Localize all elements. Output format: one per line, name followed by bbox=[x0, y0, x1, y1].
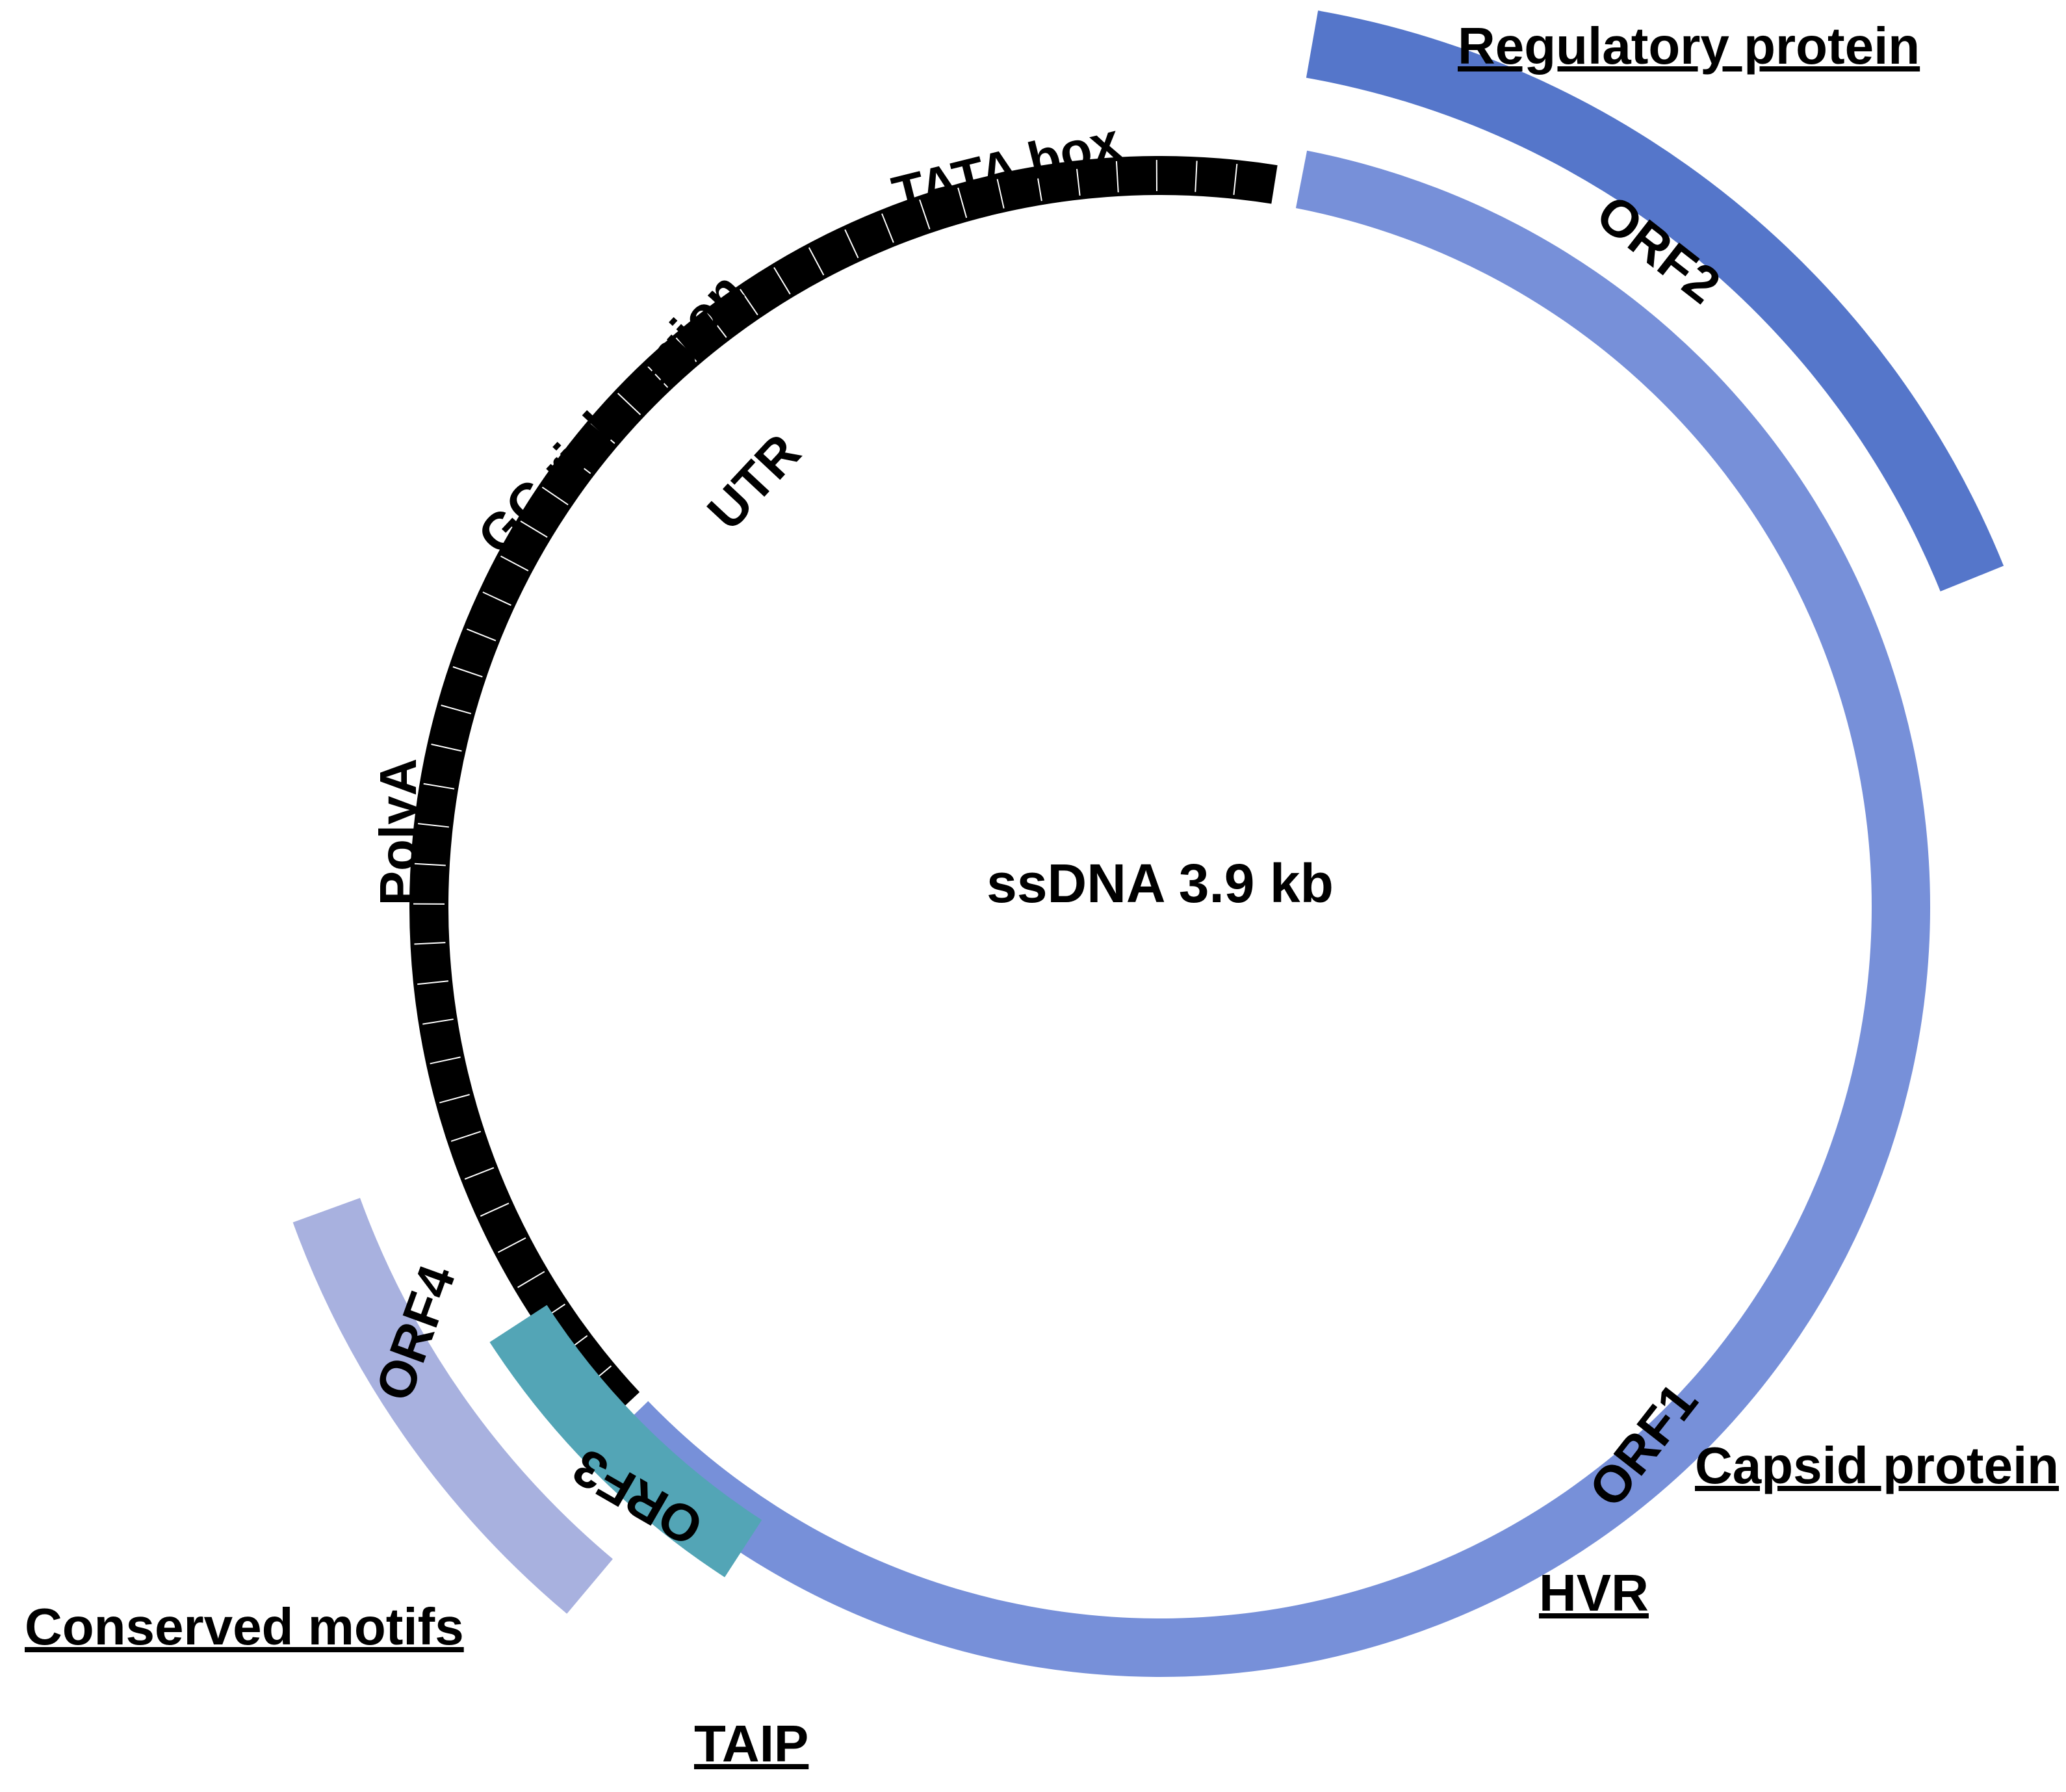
orf3-arc bbox=[489, 1305, 762, 1578]
utr-segment-divider bbox=[414, 942, 446, 945]
utr-band bbox=[409, 155, 1278, 1419]
utr-segment-divider bbox=[441, 705, 472, 714]
utr-segment-divider bbox=[431, 744, 462, 752]
utr-segment-divider bbox=[740, 289, 758, 316]
utr-segment-divider bbox=[482, 591, 511, 606]
orf2-arc bbox=[1306, 10, 2004, 591]
utr-segment-divider bbox=[565, 454, 591, 474]
utr-segment-divider bbox=[706, 312, 727, 338]
genome-size-label: ssDNA 3.9 kb bbox=[987, 853, 1334, 914]
utr-segment-divider bbox=[500, 555, 529, 571]
utr-segment-divider bbox=[430, 1056, 461, 1065]
utr-segment-divider bbox=[617, 393, 641, 415]
conserved-motifs-label: Conserved motifs bbox=[25, 1598, 464, 1656]
utr-segment-divider bbox=[417, 980, 449, 985]
utr-segment-divider bbox=[1076, 164, 1081, 196]
utr-segment-divider bbox=[464, 1167, 495, 1180]
utr-segment-divider bbox=[881, 213, 894, 243]
utr-segment-divider bbox=[773, 266, 791, 295]
utr-segment-divider bbox=[480, 1202, 510, 1217]
utr-segment-divider bbox=[808, 247, 825, 276]
utr-segment-divider bbox=[452, 666, 483, 678]
utr-segment-divider bbox=[439, 1094, 470, 1104]
utr-segment-divider bbox=[590, 422, 615, 444]
utr-segment-divider bbox=[517, 1271, 545, 1288]
utr-segment-divider bbox=[1194, 161, 1198, 192]
utr-segment-divider bbox=[423, 783, 455, 790]
utr-arc bbox=[409, 155, 1278, 1419]
utr-segment-divider bbox=[957, 187, 968, 218]
taip-label: TAIP bbox=[694, 1715, 808, 1773]
utr-segment-divider bbox=[1035, 170, 1042, 201]
utr-segment-divider bbox=[520, 520, 548, 538]
regulatory-protein-label: Regulatory protein bbox=[1458, 17, 1920, 75]
utr-segment-divider bbox=[1233, 164, 1238, 195]
utr-segment-divider bbox=[418, 823, 449, 828]
capsid-protein-label: Capsid protein bbox=[1695, 1436, 2059, 1494]
utr-segment-divider bbox=[541, 486, 569, 506]
orf4-arc bbox=[292, 1198, 613, 1614]
gc-rich-region-label: GC rich region bbox=[467, 262, 755, 565]
utr-segment-divider bbox=[497, 1237, 526, 1253]
utr-segment-divider bbox=[645, 364, 669, 388]
utr-segment-divider bbox=[450, 1130, 482, 1142]
utr-label: UTR bbox=[696, 423, 811, 541]
utr-segment-divider bbox=[466, 628, 497, 642]
utr-segment-divider bbox=[675, 337, 697, 363]
utr-segment-divider bbox=[996, 177, 1005, 209]
utr-segment-divider bbox=[1115, 161, 1119, 192]
polya-label: PolyA bbox=[369, 759, 427, 906]
hvr-label: HVR bbox=[1539, 1564, 1649, 1622]
utr-segment-divider bbox=[414, 863, 446, 866]
utr-segment-divider bbox=[919, 199, 931, 229]
utr-segment-divider bbox=[422, 1019, 454, 1025]
utr-segment-divider bbox=[844, 229, 859, 259]
